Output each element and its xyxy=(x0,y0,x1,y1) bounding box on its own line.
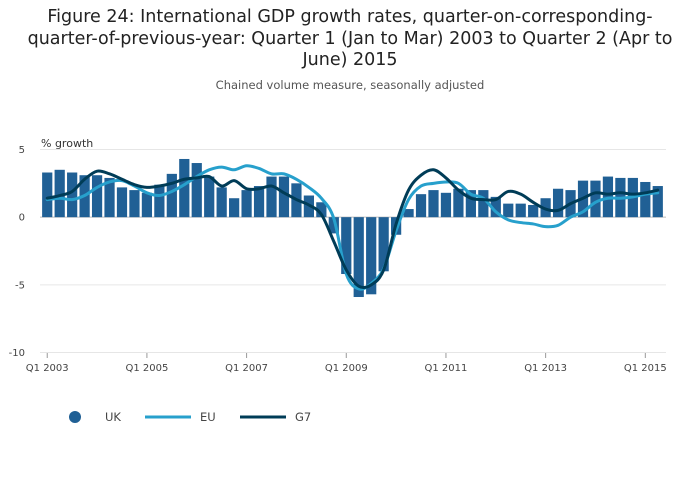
uk-bar xyxy=(465,190,476,218)
y-tick-labels: 5 0 -5 -10 xyxy=(9,145,25,359)
uk-bar xyxy=(67,172,78,218)
uk-bar xyxy=(515,203,526,218)
y-axis-unit-label: % growth xyxy=(41,137,93,150)
uk-bar xyxy=(241,190,252,218)
uk-bar xyxy=(104,177,115,218)
uk-bar xyxy=(503,203,514,218)
x-tick-labels: Q1 2003 Q1 2005 Q1 2007 Q1 2009 Q1 2011 Q1 20… xyxy=(26,353,667,374)
series-lines xyxy=(45,164,660,291)
uk-bar xyxy=(353,217,364,298)
y-tick-label: 5 xyxy=(19,145,25,156)
uk-bar xyxy=(652,186,663,218)
uk-bar xyxy=(116,187,128,218)
legend-label-eu: EU xyxy=(200,410,216,424)
x-tick-label: Q1 2015 xyxy=(624,363,667,374)
legend: UK EU G7 xyxy=(69,410,311,424)
y-tick-label: -5 xyxy=(15,280,25,291)
grid-lines xyxy=(40,149,666,353)
uk-bar xyxy=(154,184,165,218)
uk-bar xyxy=(378,217,389,272)
legend-label-uk: UK xyxy=(105,410,121,424)
uk-bar xyxy=(490,196,501,218)
uk-bar xyxy=(191,163,202,218)
uk-bar xyxy=(403,209,414,218)
uk-bar xyxy=(166,173,177,218)
x-tick-label: Q1 2003 xyxy=(26,363,69,374)
uk-bar xyxy=(528,204,539,218)
uk-bar xyxy=(440,192,452,218)
x-tick-label: Q1 2013 xyxy=(524,363,567,374)
uk-bar xyxy=(42,172,53,218)
g7-line xyxy=(45,168,660,290)
uk-bar xyxy=(266,176,277,218)
legend-label-g7: G7 xyxy=(295,410,311,424)
uk-bar xyxy=(590,180,601,218)
y-tick-label: -10 xyxy=(9,348,25,359)
x-tick-label: Q1 2009 xyxy=(325,363,368,374)
x-tick-label: Q1 2011 xyxy=(425,363,468,374)
uk-bar xyxy=(478,190,489,218)
uk-bar xyxy=(552,188,564,218)
uk-bar xyxy=(204,176,215,218)
uk-bar xyxy=(91,175,103,218)
uk-bar xyxy=(54,169,65,218)
uk-bar xyxy=(415,194,427,218)
uk-bar xyxy=(341,217,352,275)
x-tick-label: Q1 2005 xyxy=(125,363,168,374)
uk-bars xyxy=(42,158,663,298)
chart-title: Figure 24: International GDP growth rate… xyxy=(27,7,673,70)
uk-bar xyxy=(216,187,227,218)
uk-bar xyxy=(253,186,265,218)
uk-bar xyxy=(278,176,290,218)
uk-bar xyxy=(640,181,651,218)
uk-bar xyxy=(453,188,464,218)
uk-bar xyxy=(129,190,140,218)
uk-bar xyxy=(428,190,439,218)
uk-bar xyxy=(229,198,240,218)
y-tick-label: 0 xyxy=(19,213,25,224)
x-tick-label: Q1 2007 xyxy=(225,363,268,374)
eu-line xyxy=(45,164,660,291)
legend-marker-uk xyxy=(69,411,81,423)
chart-subtitle: Chained volume measure, seasonally adjus… xyxy=(215,78,485,92)
uk-bar xyxy=(316,202,327,218)
uk-bar xyxy=(179,158,190,218)
uk-bar xyxy=(328,217,339,234)
uk-bar xyxy=(141,192,153,218)
uk-bar xyxy=(366,217,377,295)
